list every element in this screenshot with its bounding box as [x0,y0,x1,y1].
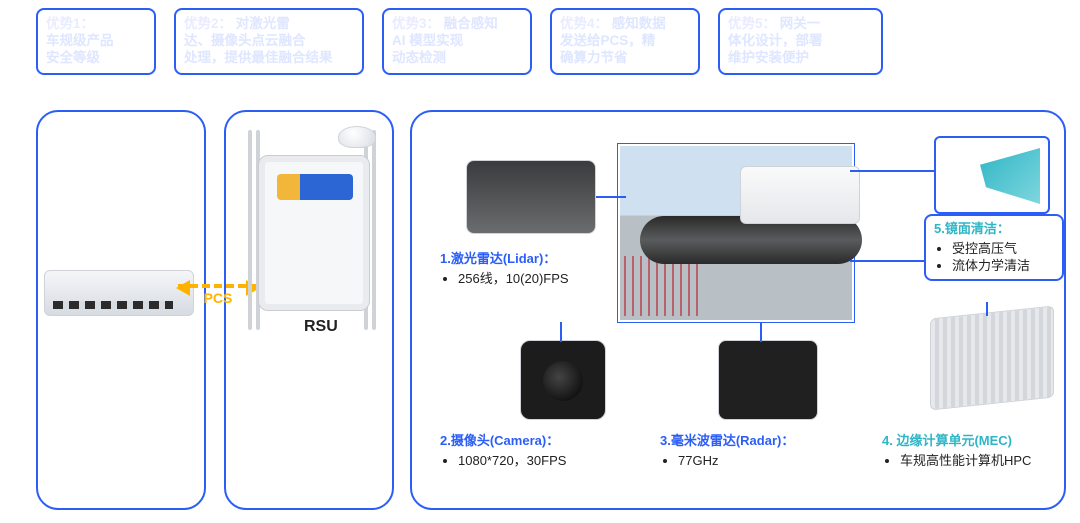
advantage-3-title: 优势3： [392,16,440,31]
advantage-2-title: 优势2： [184,16,232,31]
tag-lidar-item: 256线，10(20)FPS [458,270,610,288]
tag-lidar-title: 1.激光雷达(Lidar)： [440,250,610,268]
mec-thumb [930,305,1054,410]
advantage-2: 优势2： 对激光雷达、摄像头点云融合处理，提供最佳融合结果 [174,8,364,75]
connector [850,260,926,262]
tag-camera-title: 2.摄像头(Camera)： [440,432,620,450]
tag-mec-title: 4. 边缘计算单元(MEC) [882,432,1072,450]
rsu-antenna [372,130,376,330]
rsu-antenna [248,130,252,330]
advantage-3: 优势3： 融合感知 AI 模型实现动态检测 [382,8,532,75]
tag-radar: 3.毫米波雷达(Radar)： 77GHz [660,432,850,469]
radar-thumb [718,340,818,420]
advantage-1-body: 车规级产品安全等级 [46,33,114,65]
tag-lens-item-2: 流体力学清洁 [952,257,1054,275]
tag-camera-item: 1080*720，30FPS [458,452,620,470]
lens-thumb [934,136,1050,214]
advantage-4-title: 优势4： [560,16,608,31]
advantage-1-title: 优势1： [46,16,94,31]
tag-lens-title: 5.镜面清洁： [934,220,1054,238]
pcs-arrow: PCS [178,284,258,306]
card-lens: 5.镜面清洁： 受控高压气 流体力学清洁 [924,214,1064,281]
lidar-thumb [466,160,596,234]
tag-radar-title: 3.毫米波雷达(Radar)： [660,432,850,450]
rsu-device [258,155,370,311]
connector [760,322,762,342]
tag-mec-item: 车规高性能计算机HPC [900,452,1072,470]
connector [596,196,626,198]
field-photo [618,144,854,322]
tag-lens-item-1: 受控高压气 [952,240,1054,258]
advantage-4: 优势4： 感知数据发送给PCS，精确算力节省 [550,8,700,75]
advantage-5-title: 优势5： [728,16,776,31]
tag-lidar: 1.激光雷达(Lidar)： 256线，10(20)FPS [440,250,610,287]
advantage-5: 优势5： 网关一体化设计，部署维护安装便护 [718,8,883,75]
connector [986,302,988,316]
tag-camera: 2.摄像头(Camera)： 1080*720，30FPS [440,432,620,469]
rsu-label: RSU [304,318,338,336]
advantage-row: 优势1： 车规级产品安全等级 优势2： 对激光雷达、摄像头点云融合处理，提供最佳… [36,8,1070,75]
tag-mec: 4. 边缘计算单元(MEC) 车规高性能计算机HPC [882,432,1072,469]
connector [850,170,934,172]
connector [560,322,562,342]
rsu-dome [338,126,376,148]
switch-device [44,270,194,316]
camera-thumb [520,340,606,420]
tag-radar-item: 77GHz [678,452,850,470]
advantage-1: 优势1： 车规级产品安全等级 [36,8,156,75]
